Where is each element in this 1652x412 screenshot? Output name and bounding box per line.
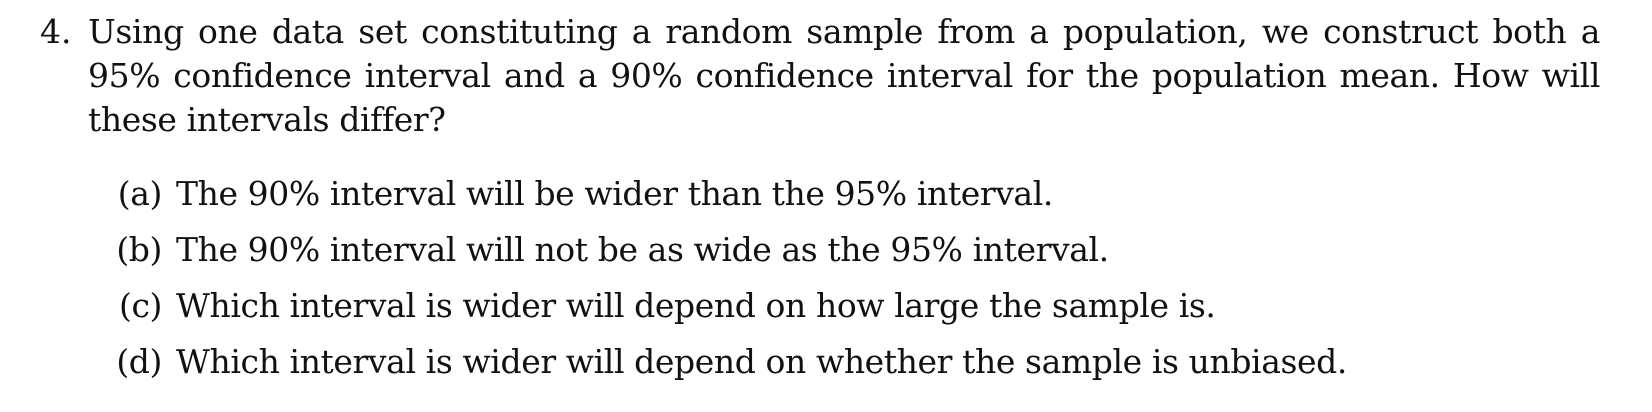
answer-option-b: (b) The 90% interval will not be as wide… [98,222,1600,278]
option-text: Which interval is wider will depend on w… [176,342,1347,381]
answer-option-c: (c) Which interval is wider will depend … [98,278,1600,334]
question-stem: 4. Using one data set constituting a ran… [40,10,1600,142]
option-text: Which interval is wider will depend on h… [176,286,1216,325]
option-text: The 90% interval will not be as wide as … [176,230,1109,269]
question-number: 4. [40,12,72,51]
option-label: (d) [116,342,162,381]
answer-options: (a) The 90% interval will be wider than … [40,166,1600,390]
option-label: (b) [116,230,162,269]
question-block: 4. Using one data set constituting a ran… [40,10,1600,390]
question-text: Using one data set constituting a random… [88,12,1600,139]
answer-option-a: (a) The 90% interval will be wider than … [98,166,1600,222]
option-label: (c) [118,286,162,325]
option-text: The 90% interval will be wider than the … [176,174,1053,213]
answer-option-d: (d) Which interval is wider will depend … [98,334,1600,390]
option-label: (a) [117,174,163,213]
